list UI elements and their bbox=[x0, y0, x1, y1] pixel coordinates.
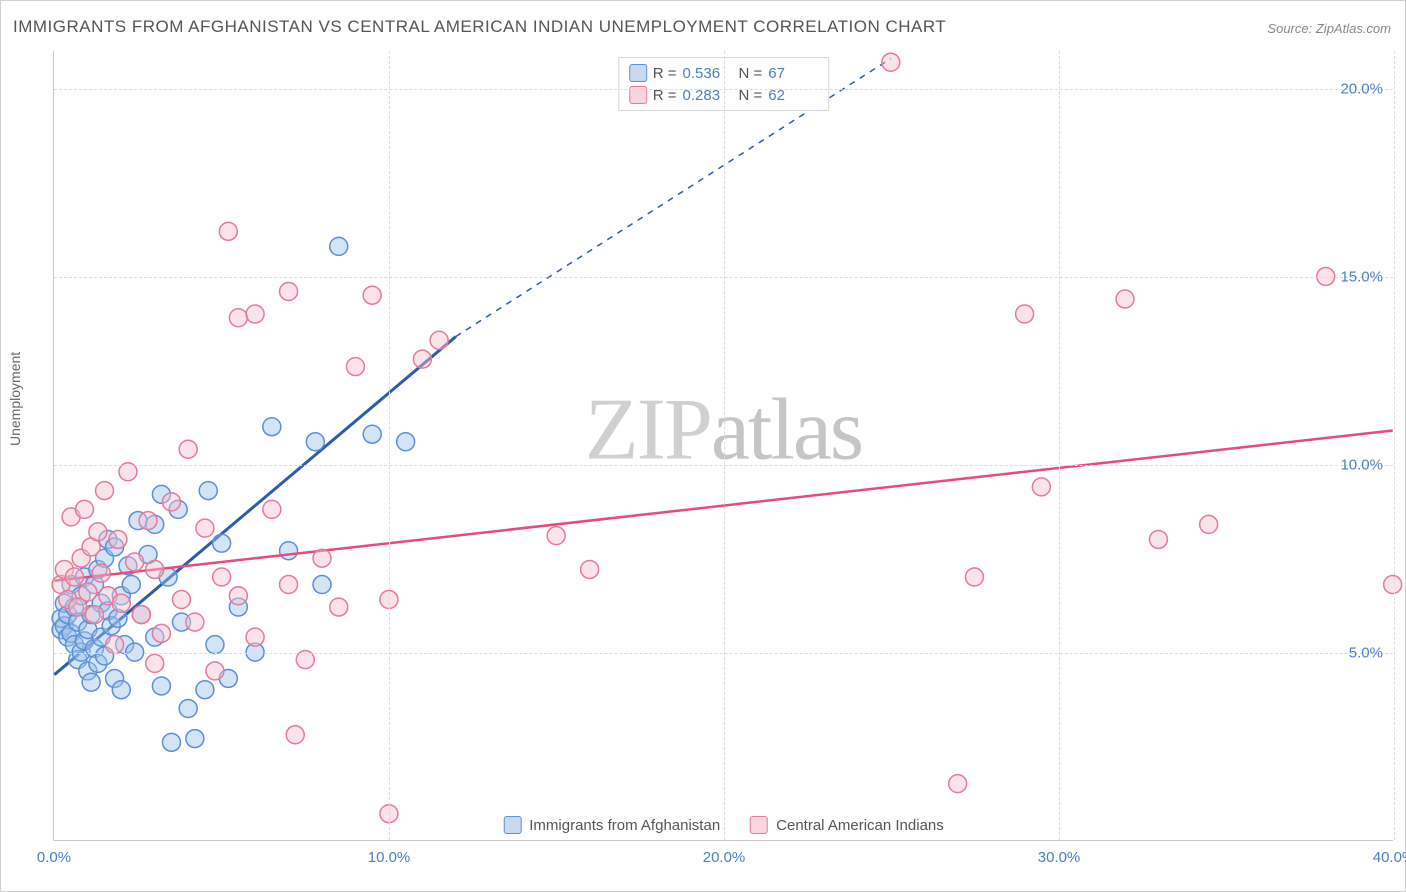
swatch-blue-icon bbox=[629, 64, 647, 82]
point-afghan bbox=[280, 542, 298, 560]
point-cai bbox=[330, 598, 348, 616]
swatch-blue-icon bbox=[503, 816, 521, 834]
ytick-label: 20.0% bbox=[1340, 80, 1383, 97]
point-cai bbox=[1384, 576, 1402, 594]
chart-container: IMMIGRANTS FROM AFGHANISTAN VS CENTRAL A… bbox=[0, 0, 1406, 892]
xtick-label: 30.0% bbox=[1038, 849, 1081, 866]
point-cai bbox=[79, 583, 97, 601]
point-cai bbox=[219, 222, 237, 240]
point-cai bbox=[246, 305, 264, 323]
n-label: N = bbox=[739, 65, 763, 82]
source-value: ZipAtlas.com bbox=[1316, 21, 1391, 36]
point-cai bbox=[246, 628, 264, 646]
point-cai bbox=[280, 576, 298, 594]
point-cai bbox=[346, 358, 364, 376]
point-cai bbox=[172, 591, 190, 609]
point-cai bbox=[1016, 305, 1034, 323]
point-cai bbox=[206, 662, 224, 680]
gridline-v bbox=[1059, 51, 1060, 840]
point-cai bbox=[1200, 515, 1218, 533]
swatch-pink-icon bbox=[750, 816, 768, 834]
r-label: R = bbox=[653, 65, 677, 82]
point-cai bbox=[229, 587, 247, 605]
legend-label-afghan: Immigrants from Afghanistan bbox=[529, 817, 720, 834]
point-cai bbox=[363, 286, 381, 304]
point-afghan bbox=[162, 733, 180, 751]
y-axis-title: Unemployment bbox=[7, 352, 23, 446]
point-cai bbox=[581, 560, 599, 578]
r-value-afghan: 0.536 bbox=[683, 65, 733, 82]
chart-title: IMMIGRANTS FROM AFGHANISTAN VS CENTRAL A… bbox=[13, 17, 946, 37]
xtick-label: 10.0% bbox=[368, 849, 411, 866]
point-afghan bbox=[196, 681, 214, 699]
point-afghan bbox=[112, 681, 130, 699]
point-cai bbox=[1149, 530, 1167, 548]
point-afghan bbox=[306, 433, 324, 451]
point-afghan bbox=[263, 418, 281, 436]
gridline-v bbox=[724, 51, 725, 840]
point-cai bbox=[1032, 478, 1050, 496]
point-cai bbox=[65, 568, 83, 586]
point-cai bbox=[1116, 290, 1134, 308]
point-cai bbox=[413, 350, 431, 368]
point-cai bbox=[430, 331, 448, 349]
point-afghan bbox=[313, 576, 331, 594]
point-afghan bbox=[213, 534, 231, 552]
point-cai bbox=[126, 553, 144, 571]
point-cai bbox=[139, 512, 157, 530]
point-cai bbox=[286, 726, 304, 744]
point-cai bbox=[179, 440, 197, 458]
point-afghan bbox=[186, 730, 204, 748]
point-cai bbox=[965, 568, 983, 586]
legend-label-cai: Central American Indians bbox=[776, 817, 944, 834]
point-cai bbox=[162, 493, 180, 511]
point-afghan bbox=[206, 636, 224, 654]
point-cai bbox=[196, 519, 214, 537]
xtick-label: 20.0% bbox=[703, 849, 746, 866]
plot-area: ZIPatlas R = 0.536 N = 67 R = 0.283 N = … bbox=[53, 51, 1393, 841]
ytick-label: 5.0% bbox=[1349, 644, 1383, 661]
point-afghan bbox=[152, 677, 170, 695]
point-cai bbox=[146, 560, 164, 578]
point-cai bbox=[92, 564, 110, 582]
ytick-label: 15.0% bbox=[1340, 268, 1383, 285]
point-cai bbox=[112, 594, 130, 612]
gridline-v bbox=[389, 51, 390, 840]
n-value-afghan: 67 bbox=[768, 65, 818, 82]
point-cai bbox=[547, 527, 565, 545]
point-afghan bbox=[363, 425, 381, 443]
point-cai bbox=[280, 282, 298, 300]
point-afghan bbox=[82, 673, 100, 691]
point-cai bbox=[186, 613, 204, 631]
point-cai bbox=[229, 309, 247, 327]
legend-item-cai: Central American Indians bbox=[750, 816, 944, 834]
point-afghan bbox=[330, 237, 348, 255]
source-label: Source: bbox=[1267, 21, 1312, 36]
chart-source: Source: ZipAtlas.com bbox=[1267, 21, 1391, 36]
point-afghan bbox=[122, 576, 140, 594]
point-cai bbox=[882, 53, 900, 71]
ytick-label: 10.0% bbox=[1340, 456, 1383, 473]
point-cai bbox=[152, 624, 170, 642]
point-cai bbox=[89, 523, 107, 541]
point-cai bbox=[263, 500, 281, 518]
point-cai bbox=[313, 549, 331, 567]
point-afghan bbox=[179, 700, 197, 718]
point-cai bbox=[109, 530, 127, 548]
point-afghan bbox=[397, 433, 415, 451]
point-cai bbox=[75, 500, 93, 518]
point-cai bbox=[132, 606, 150, 624]
point-cai bbox=[213, 568, 231, 586]
point-cai bbox=[146, 654, 164, 672]
point-cai bbox=[949, 775, 967, 793]
xtick-label: 40.0% bbox=[1373, 849, 1406, 866]
gridline-v bbox=[1394, 51, 1395, 840]
point-cai bbox=[106, 636, 124, 654]
legend-item-afghan: Immigrants from Afghanistan bbox=[503, 816, 720, 834]
point-afghan bbox=[199, 482, 217, 500]
point-cai bbox=[96, 482, 114, 500]
point-cai bbox=[86, 606, 104, 624]
xtick-label: 0.0% bbox=[37, 849, 71, 866]
